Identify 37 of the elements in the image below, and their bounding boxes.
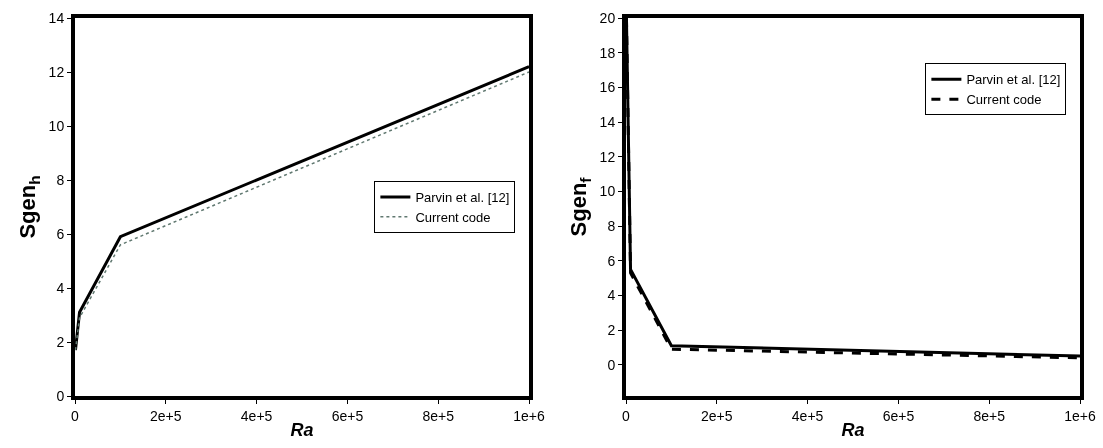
x-tick-label: 4e+5 — [240, 407, 273, 424]
legend-label: Parvin et al. [12] — [966, 72, 1061, 88]
x-tick-label: 6e+5 — [331, 407, 364, 424]
x-tick-label: 1e+6 — [1064, 407, 1096, 424]
y-tick-label: 10 — [599, 183, 616, 200]
x-tick-label: 8e+5 — [973, 407, 1006, 424]
y-tick-label: 8 — [56, 171, 65, 188]
x-tick-label: 2e+5 — [150, 407, 182, 424]
legend-label: Parvin et al. [12] — [415, 190, 510, 206]
y-tick-label: 2 — [56, 333, 65, 350]
y-tick-label: 18 — [599, 44, 616, 61]
y-tick-label: 0 — [56, 387, 65, 404]
y-tick-label: 6 — [607, 252, 616, 269]
y-tick-label: 6 — [56, 225, 65, 242]
y-tick-label: 16 — [599, 79, 616, 96]
legend-label: Current code — [966, 92, 1042, 108]
y-tick-label: 8 — [607, 217, 616, 234]
y-tick-label: 10 — [48, 117, 65, 134]
x-tick-label: 4e+5 — [791, 407, 824, 424]
x-tick-label: 8e+5 — [422, 407, 455, 424]
y-tick-label: 4 — [607, 287, 616, 304]
x-tick-label: 0 — [71, 407, 80, 424]
y-tick-label: 14 — [48, 9, 65, 26]
x-tick-label: 1e+6 — [513, 407, 545, 424]
y-tick-label: 4 — [56, 279, 65, 296]
legend-label: Current code — [415, 209, 491, 225]
y-tick-label: 2 — [607, 322, 616, 339]
x-tick-label: 6e+5 — [882, 407, 915, 424]
x-axis-title: Ra — [841, 420, 865, 441]
y-tick-label: 12 — [599, 148, 616, 165]
x-axis-title: Ra — [290, 420, 314, 441]
y-tick-label: 12 — [48, 63, 65, 80]
x-tick-label: 0 — [622, 407, 631, 424]
y-tick-label: 20 — [599, 9, 616, 26]
y-tick-label: 0 — [607, 356, 616, 373]
y-tick-label: 14 — [599, 113, 616, 130]
x-tick-label: 2e+5 — [701, 407, 733, 424]
